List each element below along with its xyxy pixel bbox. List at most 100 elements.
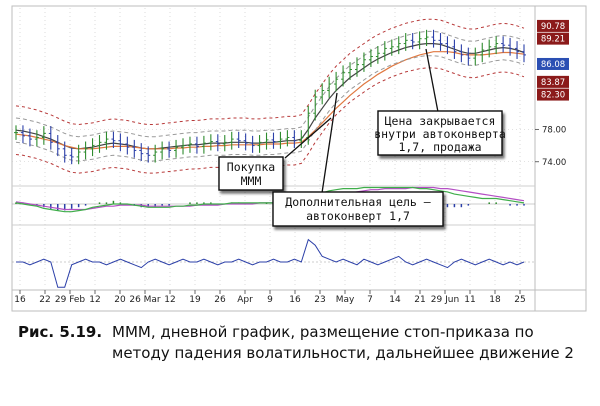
callout-buy-line-2: МММ — [241, 174, 262, 188]
price-bar — [83, 141, 88, 160]
price-bar — [125, 136, 130, 155]
price-tag: 90.78 — [537, 19, 569, 32]
momentum-panel — [12, 238, 535, 288]
price-bar — [97, 135, 102, 153]
price-bar — [48, 126, 53, 150]
price-bar — [264, 132, 269, 150]
price-bar — [104, 131, 109, 150]
x-tick-label: 22 — [39, 295, 50, 305]
price-bar — [368, 49, 373, 68]
price-bar — [181, 138, 186, 155]
caption-label: Рис. 5.19. — [18, 323, 103, 341]
price-bar — [410, 33, 415, 50]
price-bar — [194, 136, 199, 154]
price-bar — [139, 143, 144, 161]
price-bar — [452, 39, 457, 59]
x-tick-label: 23 — [314, 295, 325, 305]
price-tag-label: 86.08 — [541, 60, 565, 70]
price-bar — [480, 42, 485, 63]
price-bar — [229, 131, 234, 150]
callout-buy: Покупка МММ — [218, 117, 332, 191]
callout-sell-line-1: Цена закрывается — [385, 114, 496, 128]
price-bar — [515, 41, 520, 59]
price-bar — [459, 44, 464, 63]
x-tick-label: 9 — [267, 295, 273, 305]
price-bar — [375, 46, 380, 64]
price-bar — [201, 135, 206, 154]
price-bar — [27, 128, 32, 147]
price-bar — [382, 41, 387, 61]
price-bar — [34, 130, 39, 147]
x-tick-label: 11 — [464, 295, 475, 305]
price-tag-box — [537, 19, 569, 32]
x-tick-label: 18 — [489, 295, 501, 305]
price-bar — [215, 134, 220, 152]
y-tick-label: 78.00 — [542, 125, 566, 135]
price-bar — [313, 89, 318, 121]
callout-target-line-2: автоконверт 1,7 — [306, 209, 410, 223]
price-tag-label: 89.21 — [541, 35, 565, 45]
price-bar — [389, 39, 394, 56]
figure-caption: Рис. 5.19. МММ, дневной график, размещен… — [18, 322, 588, 364]
price-bar — [146, 146, 151, 163]
callout-sell-line-2: внутри автоконверта — [374, 127, 506, 141]
price-tag-label: 83.87 — [541, 78, 565, 88]
x-tick-label: May — [336, 295, 355, 305]
price-bar — [403, 33, 408, 51]
series-line — [15, 51, 525, 150]
x-tick-label: 7 — [367, 295, 373, 305]
price-tag: 86.08 — [537, 57, 569, 70]
price-bar — [160, 141, 165, 160]
price-tag: 89.21 — [537, 32, 569, 45]
price-bar — [299, 130, 304, 148]
x-tick-label: 21 — [414, 295, 425, 305]
x-tick-label: 19 — [189, 295, 201, 305]
price-tag-box — [537, 75, 569, 88]
price-bar — [445, 36, 450, 55]
x-tick-label: 16 — [289, 295, 301, 305]
price-bar — [354, 57, 359, 77]
price-bar — [14, 125, 18, 140]
price-bar — [257, 135, 262, 153]
series-line — [15, 18, 525, 126]
x-tick-label: 14 — [389, 295, 401, 305]
price-bar — [20, 125, 25, 144]
x-tick-label: 26 — [214, 295, 226, 305]
price-bar — [285, 130, 290, 147]
x-tick-label: 25 — [514, 295, 525, 305]
price-bar — [487, 39, 492, 58]
price-bar — [361, 52, 366, 72]
price-bar — [90, 138, 95, 157]
price-tag-box — [537, 88, 569, 101]
x-tick-label: 12 — [164, 295, 175, 305]
price-bar — [348, 62, 353, 80]
price-bar — [236, 131, 241, 148]
x-tick-label: Apr — [237, 295, 253, 305]
price-bar — [501, 36, 506, 53]
chart-frame — [11, 5, 587, 312]
price-bar — [327, 76, 332, 98]
price-bar — [438, 33, 443, 51]
callout-sell: Цена закрывается внутри автоконверта 1,7… — [374, 48, 506, 156]
price-axis: 78.00 74.00 90.78 89.21 86.08 83.87 82.30 — [535, 19, 569, 168]
price-bar — [174, 139, 179, 158]
price-bar — [69, 148, 74, 165]
price-bar — [522, 44, 526, 63]
price-tag: 83.87 — [537, 75, 569, 88]
price-bar — [41, 126, 46, 145]
price-tag-box — [537, 57, 569, 70]
callout-target-line-1: Дополнительная цель — — [285, 195, 430, 209]
series-line — [15, 42, 525, 150]
price-bar — [424, 29, 429, 46]
price-bar — [431, 29, 436, 48]
x-axis: 16 22 29 Feb 12 20 26 Mar 12 19 26 Apr 9 16 23 May 7 14… — [14, 290, 526, 305]
price-bar — [187, 136, 192, 153]
price-bar — [250, 135, 255, 153]
price-bar — [153, 144, 158, 163]
price-bar — [167, 141, 172, 158]
price-bar — [243, 133, 248, 151]
x-tick-label: 29 Jun — [431, 295, 459, 305]
price-bar — [417, 31, 422, 50]
price-bar — [320, 83, 325, 105]
